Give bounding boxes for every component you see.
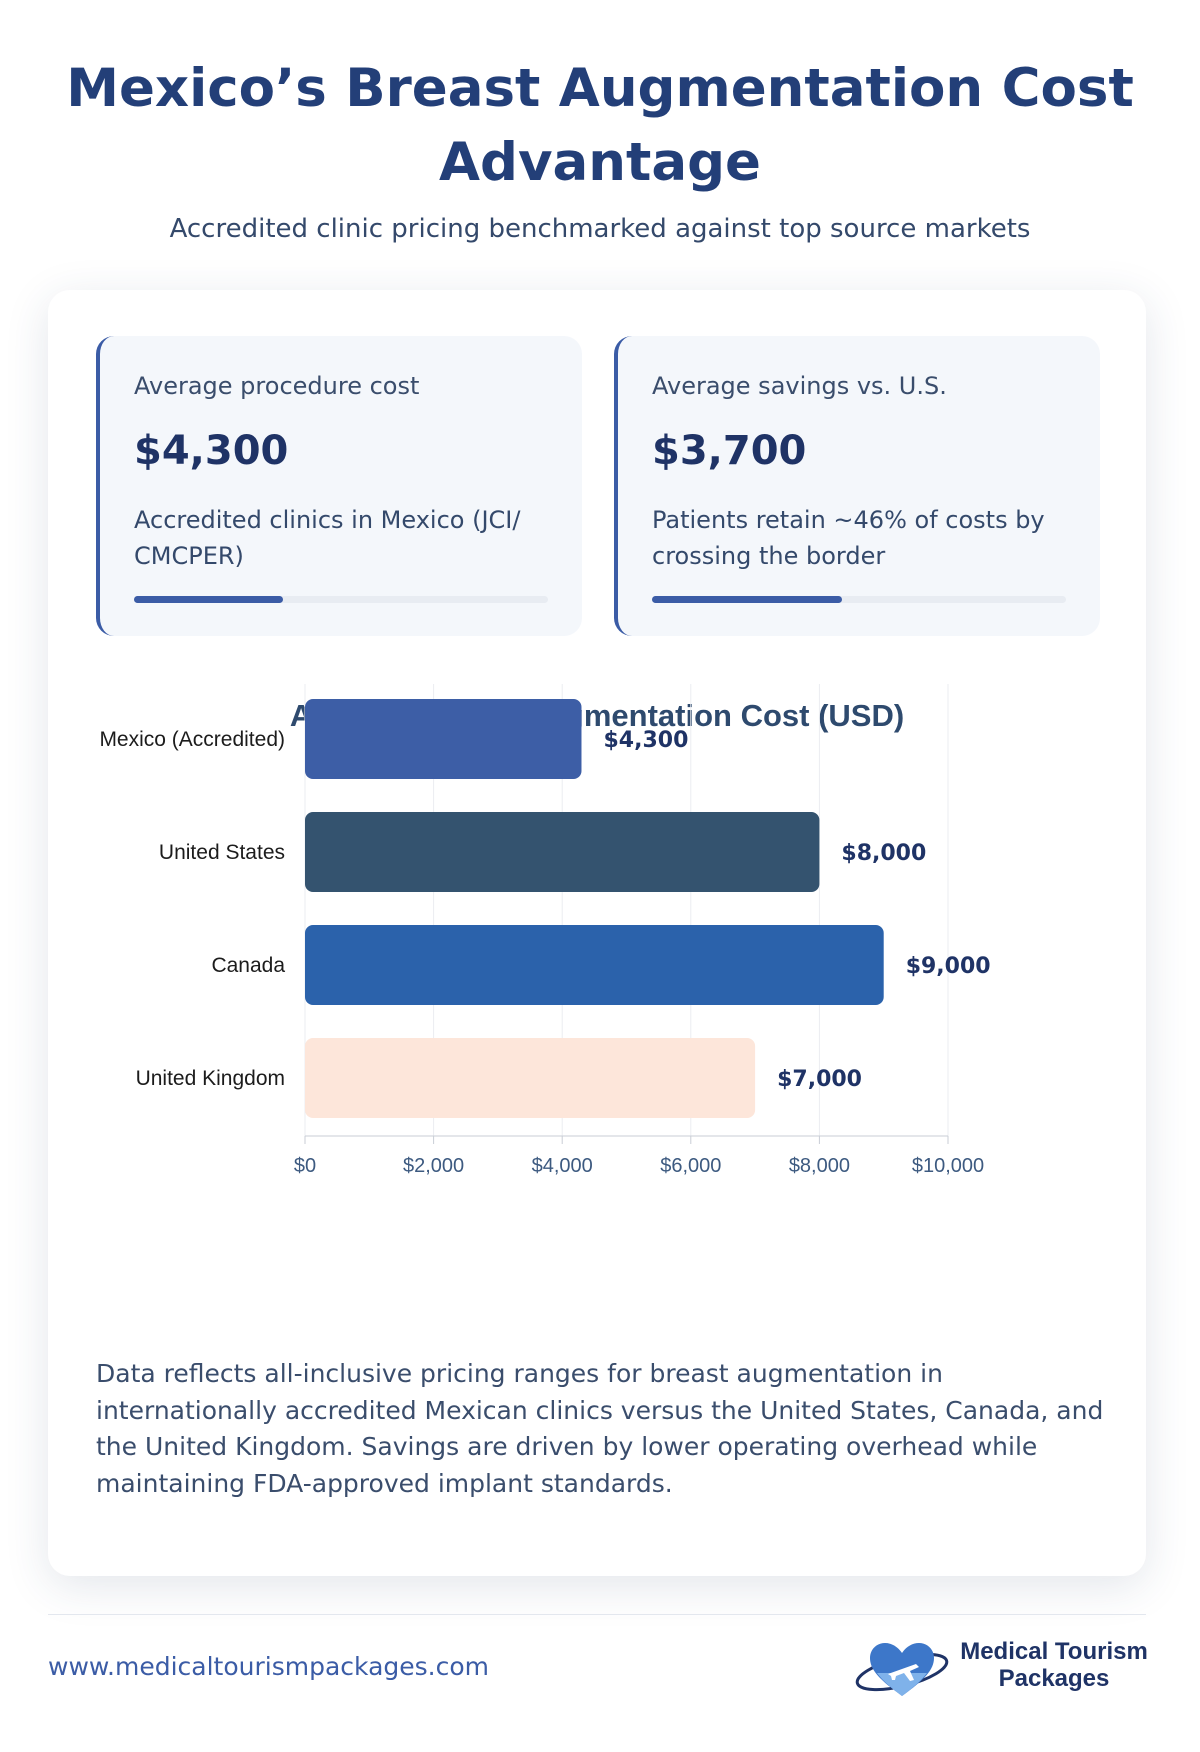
bar [305,1038,756,1118]
category-label: United Kingdom [136,1067,285,1090]
category-label: Canada [211,954,285,977]
page-subtitle: Accredited clinic pricing benchmarked ag… [169,214,1031,244]
stat-label: Average procedure cost [134,372,420,400]
page-title: Mexico’s Breast Augmentation Cost Advant… [66,58,1134,193]
category-label: United States [159,841,285,864]
stat-label: Average savings vs. U.S. [652,372,947,400]
x-tick-label: $8,000 [789,1155,850,1177]
bar [305,812,820,892]
brand-name: Medical Tourism Packages [954,1638,1154,1692]
footer-divider [48,1614,1146,1615]
brand-name-line1: Medical Tourism [960,1638,1148,1665]
bar [305,925,884,1005]
stat-progress-track [134,596,548,603]
bar-value-label: $7,000 [777,1067,862,1092]
bar-chart: $0 $2,000 $4,000 $6,000 $8,000 $10,000 Mexico … [99,684,991,1177]
x-tick-label: $0 [294,1155,316,1177]
x-tick-label: $10,000 [912,1155,984,1177]
stat-description: Accredited clinics in Mexico (JCI/ CMCPE… [134,506,521,570]
stat-progress-fill [134,596,284,603]
bar [305,699,582,779]
stat-progress-fill [652,596,843,603]
bar-value-label: $9,000 [906,954,991,979]
stat-card-procedure-cost: Average procedure cost $4,300 Accredited… [96,336,582,636]
category-label: Mexico (Accredited) [99,728,285,751]
stat-value: $3,700 [652,428,807,474]
website-link[interactable]: www.medicaltourismpackages.com [48,1652,490,1681]
content-card: Average procedure cost $4,300 Accredited… [48,290,1146,1576]
bar-value-label: $8,000 [841,841,926,866]
brand-logo: Medical Tourism Packages [852,1630,1152,1710]
stat-progress-track [652,596,1066,603]
stat-description: Patients retain ~46% of costs by crossin… [652,506,1045,570]
x-tick-label: $2,000 [403,1155,464,1177]
heart-plane-logo-icon [855,1643,949,1696]
brand-name-line2: Packages [998,1665,1110,1692]
x-tick-label: $4,000 [532,1155,593,1177]
chart-footnote: Data reflects all-inclusive pricing rang… [96,1359,1104,1498]
x-tick-label: $6,000 [660,1155,721,1177]
stat-card-savings: Average savings vs. U.S. $3,700 Patients… [614,336,1100,636]
stat-value: $4,300 [134,428,289,474]
bar-value-label: $4,300 [603,728,688,753]
